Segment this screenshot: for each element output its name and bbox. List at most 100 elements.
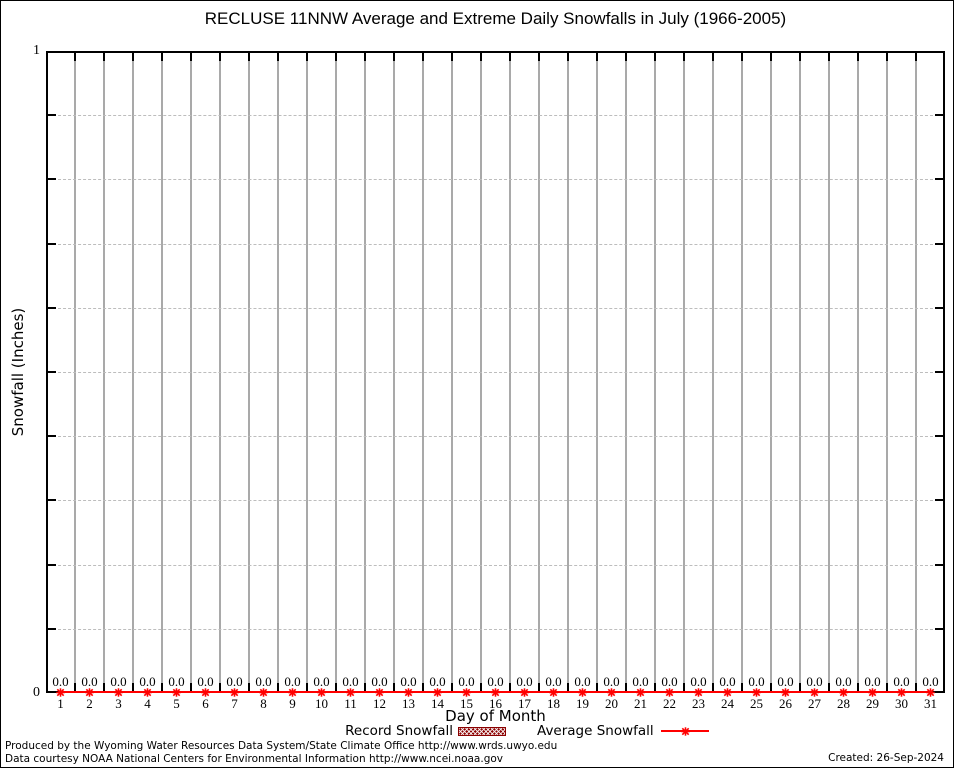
value-label: 0.0 xyxy=(603,674,620,689)
x-tick-top xyxy=(451,53,453,61)
value-label: 0.0 xyxy=(835,674,852,689)
x-tick-top xyxy=(161,53,163,61)
x-tick-bottom xyxy=(770,683,772,691)
average-point-marker-icon xyxy=(839,687,848,697)
x-tick-label: 31 xyxy=(924,696,937,711)
value-label: 0.0 xyxy=(81,674,98,689)
y-tick-label: 0 xyxy=(33,685,40,700)
y-tick-left xyxy=(48,499,56,502)
x-tick-top xyxy=(364,53,366,61)
average-point-marker-icon xyxy=(462,687,471,697)
y-tick-left xyxy=(48,563,56,566)
x-tick-label: 28 xyxy=(837,696,850,711)
h-gridline xyxy=(48,372,943,373)
y-tick-right xyxy=(935,242,943,245)
y-tick-left xyxy=(48,242,56,245)
h-gridline xyxy=(48,179,943,181)
average-point-marker-icon xyxy=(781,687,790,697)
legend-record-label: Record Snowfall xyxy=(345,723,453,739)
x-tick-top xyxy=(567,53,569,61)
x-tick-top xyxy=(712,53,714,61)
value-label: 0.0 xyxy=(400,674,417,689)
x-tick-top xyxy=(915,53,917,61)
x-tick-label: 20 xyxy=(605,696,618,711)
x-tick-bottom xyxy=(712,683,714,691)
record-snowfall-swatch-icon xyxy=(458,727,506,736)
h-gridline xyxy=(48,307,943,309)
average-point-marker-icon xyxy=(868,687,877,697)
x-tick-top xyxy=(219,53,221,61)
x-tick-top xyxy=(828,53,830,61)
y-tick-right xyxy=(935,371,943,373)
x-tick-label: 12 xyxy=(373,696,386,711)
x-tick-top xyxy=(480,53,482,61)
y-tick-right xyxy=(935,563,943,566)
y-tick-label: 1 xyxy=(33,43,40,58)
h-gridline xyxy=(48,500,943,502)
average-point-marker-icon xyxy=(404,687,413,697)
x-tick-bottom xyxy=(161,683,163,691)
value-label: 0.0 xyxy=(545,674,562,689)
footer-credit-line1: Produced by the Wyoming Water Resources … xyxy=(5,740,558,752)
x-tick-label: 14 xyxy=(431,696,444,711)
x-tick-bottom xyxy=(915,683,917,691)
y-tick-left xyxy=(48,306,56,309)
average-point-marker-icon xyxy=(520,687,529,697)
average-point-marker-icon xyxy=(897,687,906,697)
x-tick-top xyxy=(509,53,511,61)
h-gridline xyxy=(48,564,943,566)
value-label: 0.0 xyxy=(255,674,272,689)
x-tick-top xyxy=(770,53,772,61)
value-label: 0.0 xyxy=(719,674,736,689)
x-tick-label: 18 xyxy=(547,696,560,711)
value-label: 0.0 xyxy=(342,674,359,689)
x-tick-top xyxy=(857,53,859,61)
x-tick-bottom xyxy=(538,683,540,691)
average-point-marker-icon xyxy=(346,687,355,697)
x-tick-label: 17 xyxy=(518,696,531,711)
x-tick-bottom xyxy=(799,683,801,691)
x-tick-top xyxy=(335,53,337,61)
x-tick-label: 9 xyxy=(289,696,296,711)
x-tick-bottom xyxy=(219,683,221,691)
x-tick-label: 11 xyxy=(344,696,357,711)
average-point-marker-icon xyxy=(288,687,297,697)
x-tick-bottom xyxy=(480,683,482,691)
average-point-marker-icon xyxy=(143,687,152,697)
average-point-marker-icon xyxy=(172,687,181,697)
value-label: 0.0 xyxy=(371,674,388,689)
x-tick-bottom xyxy=(857,683,859,691)
h-gridline xyxy=(48,243,943,245)
x-tick-bottom xyxy=(422,683,424,691)
average-point-marker-icon xyxy=(375,687,384,697)
x-tick-top xyxy=(799,53,801,61)
value-label: 0.0 xyxy=(661,674,678,689)
y-tick-left xyxy=(48,627,56,630)
average-point-marker-icon xyxy=(56,687,65,697)
average-point-marker-icon xyxy=(578,687,587,697)
y-tick-left xyxy=(48,114,56,117)
x-tick-bottom xyxy=(451,683,453,691)
x-tick-label: 15 xyxy=(460,696,473,711)
x-tick-label: 10 xyxy=(315,696,328,711)
x-tick-bottom xyxy=(625,683,627,691)
h-gridline xyxy=(48,115,943,117)
average-point-marker-icon xyxy=(549,687,558,697)
y-tick-left xyxy=(48,178,56,181)
average-point-marker-icon xyxy=(259,687,268,697)
x-tick-label: 27 xyxy=(808,696,821,711)
x-tick-top xyxy=(132,53,134,61)
average-point-marker-icon xyxy=(491,687,500,697)
y-tick-right xyxy=(935,435,943,438)
x-tick-bottom xyxy=(683,683,685,691)
value-label: 0.0 xyxy=(313,674,330,689)
x-tick-label: 2 xyxy=(86,696,93,711)
footer-credit-line2: Data courtesy NOAA National Centers for … xyxy=(5,753,504,765)
value-label: 0.0 xyxy=(197,674,214,689)
x-tick-top xyxy=(103,53,105,61)
x-tick-bottom xyxy=(828,683,830,691)
x-tick-label: 23 xyxy=(692,696,705,711)
x-tick-top xyxy=(277,53,279,61)
x-tick-label: 26 xyxy=(779,696,792,711)
